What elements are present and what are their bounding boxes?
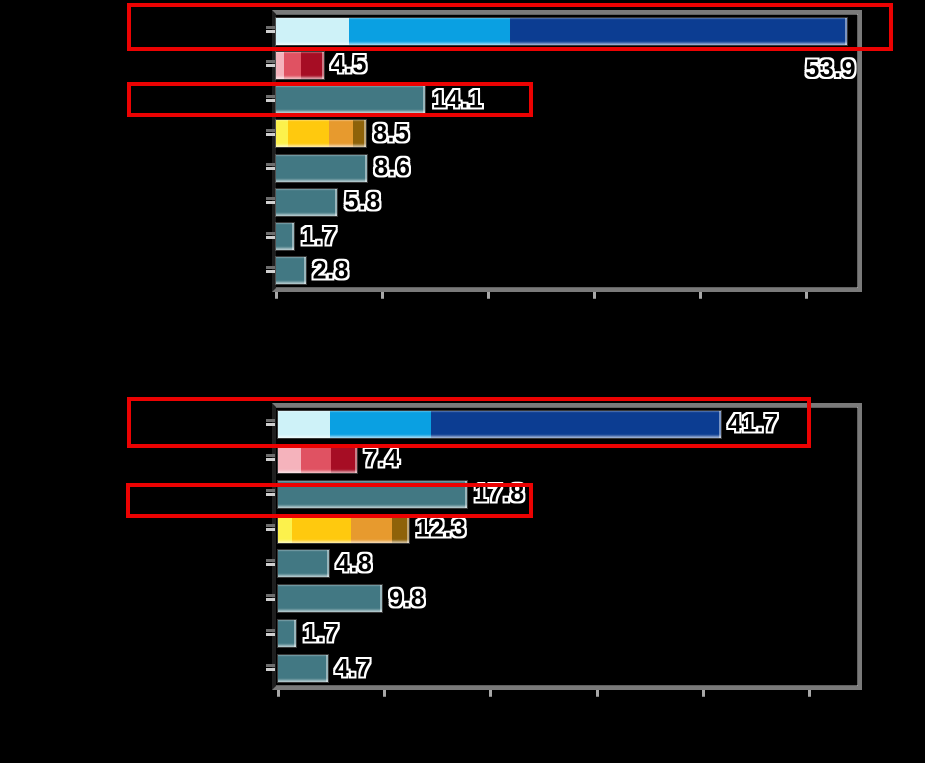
bar-segment-gold — [291, 515, 352, 543]
y-axis-tick — [266, 64, 275, 68]
bar-segment-orange — [328, 120, 354, 148]
y-axis-tick — [266, 167, 275, 171]
x-axis-tick — [489, 690, 493, 696]
top-chart-plot-area: 53.9 4.5 14.1 8.5 8.6 5.8 1.7 2.8 — [266, 10, 862, 298]
x-axis-tick — [805, 292, 808, 298]
x-axis-tick — [381, 292, 384, 298]
bar-segment-pink — [278, 445, 302, 473]
value-label: 1.7 — [301, 222, 338, 251]
bar-segment-teal — [276, 86, 426, 114]
bar-row-3 — [278, 515, 409, 543]
bar-segment-azure — [330, 410, 431, 438]
bar-segment-orange — [351, 515, 392, 543]
bottom-chart-plot-inner: 41.7 7.4 17.8 12.3 4.8 9.8 1.7 4.7 — [266, 407, 858, 696]
bar-segment-red — [301, 445, 332, 473]
bar-segment-teal — [276, 257, 306, 285]
value-label: 1.7 — [303, 619, 340, 648]
bar-segment-gold — [287, 120, 329, 148]
x-axis-tick — [699, 292, 702, 298]
y-axis-tick — [266, 632, 275, 636]
value-label: 7.4 — [363, 444, 400, 473]
value-label: 8.5 — [373, 119, 410, 148]
x-axis-tick — [701, 690, 705, 696]
bar-segment-teal — [278, 620, 297, 648]
highlight-red-box — [126, 483, 533, 518]
highlight-red-box — [127, 3, 893, 51]
x-axis-tick — [383, 690, 387, 696]
bar-row-7 — [276, 257, 306, 285]
bar-row-4 — [278, 550, 329, 578]
y-axis-tick — [266, 30, 275, 34]
bar-row-7 — [278, 655, 328, 683]
value-label: 8.6 — [374, 153, 411, 182]
bar-segment-teal — [276, 154, 368, 182]
y-axis-tick — [266, 423, 275, 427]
y-axis-tick — [266, 98, 275, 102]
y-axis-tick — [266, 562, 275, 566]
value-label: 12.3 — [415, 514, 467, 543]
x-axis-tick — [277, 690, 280, 696]
bar-segment-cyan_light — [278, 410, 331, 438]
bottom-chart-plot-area: 41.7 7.4 17.8 12.3 4.8 9.8 1.7 4.7 — [266, 403, 862, 696]
bar-row-5 — [276, 188, 338, 216]
highlight-red-box — [127, 82, 533, 117]
top-chart-plot-inner: 53.9 4.5 14.1 8.5 8.6 5.8 1.7 2.8 — [266, 14, 858, 298]
bar-row-1 — [278, 445, 357, 473]
x-axis-tick — [593, 292, 596, 298]
value-label: 14.1 — [432, 85, 484, 114]
bar-segment-navy — [510, 17, 848, 45]
x-axis-tick — [487, 292, 490, 298]
bar-row-4 — [276, 154, 368, 182]
y-axis-tick — [266, 269, 275, 273]
highlight-red-box — [127, 397, 811, 448]
bar-row-6 — [276, 223, 295, 251]
value-label: 53.9 — [805, 55, 856, 84]
bar-segment-teal — [276, 188, 338, 216]
bar-row-5 — [278, 585, 383, 613]
bar-row-3 — [276, 120, 367, 148]
bar-row-0 — [276, 17, 848, 45]
bar-segment-lemon — [276, 120, 288, 148]
y-axis-tick — [266, 667, 275, 671]
value-label: 4.7 — [334, 654, 372, 683]
bar-segment-lemon — [278, 515, 292, 543]
bar-segment-pink — [276, 51, 285, 79]
bar-segment-navy — [430, 410, 721, 438]
bar-segment-azure — [349, 17, 511, 45]
x-axis-tick — [808, 690, 811, 696]
bar-segment-teal — [278, 550, 329, 578]
value-label: 5.8 — [344, 187, 381, 216]
bar-segment-red — [284, 51, 302, 79]
bar-segment-teal — [276, 223, 295, 251]
y-axis-tick — [266, 493, 275, 497]
bar-segment-teal — [278, 585, 383, 613]
bar-row-0 — [278, 410, 721, 438]
value-label: 4.5 — [330, 50, 367, 79]
value-label: 2.8 — [312, 256, 349, 285]
y-axis-tick — [266, 132, 275, 136]
y-axis-tick — [266, 235, 275, 239]
bar-segment-dark_red — [331, 445, 357, 473]
y-axis-tick — [266, 597, 275, 601]
x-axis-tick — [595, 690, 599, 696]
y-axis-tick — [266, 458, 275, 462]
value-label: 4.8 — [335, 549, 373, 578]
y-axis-tick — [266, 528, 275, 532]
value-label: 41.7 — [727, 409, 779, 438]
bar-segment-teal — [278, 655, 328, 683]
bar-segment-cyan_light — [276, 17, 350, 45]
bar-segment-dark_red — [301, 51, 324, 79]
bar-segment-brown — [391, 515, 409, 543]
bar-row-2 — [276, 86, 426, 114]
value-label: 9.8 — [389, 584, 426, 613]
bar-row-1 — [276, 51, 324, 79]
bar-row-6 — [278, 620, 297, 648]
x-axis-tick — [275, 292, 278, 298]
y-axis-tick — [266, 201, 275, 205]
bar-segment-brown — [353, 120, 367, 148]
